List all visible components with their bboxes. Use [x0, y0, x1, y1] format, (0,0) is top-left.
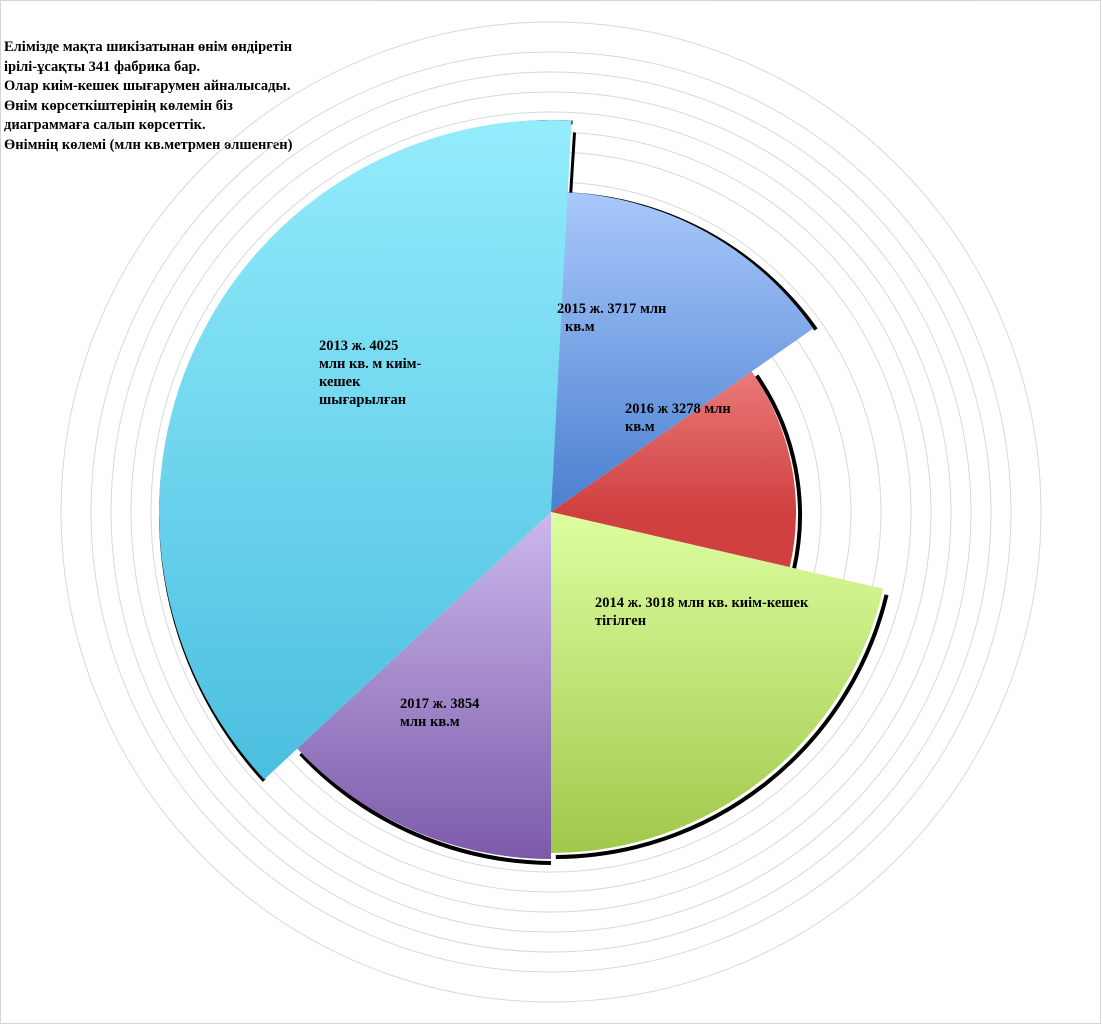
intro-line: Өнім көрсеткіштерінің көлемін біз	[4, 97, 233, 114]
pie-slice-2015	[551, 192, 814, 512]
intro-text: Елімізде мақта шикізатынан өнім өндіреті…	[4, 38, 344, 155]
guide-ring	[110, 71, 992, 953]
top-divider	[712, 0, 972, 1]
slice-label-2014: 2014 ж. 3018 млн кв. киім-кешек тігілген	[595, 595, 809, 629]
slices	[159, 120, 884, 859]
intro-line: ірілі-ұсақты 341 фабрика бар.	[4, 58, 201, 75]
pie-slice-2014	[551, 512, 884, 853]
intro-line: Елімізде мақта шикізатынан өнім өндіреті…	[4, 39, 293, 55]
slice-label-2015: 2015 ж. 3717 млн кв.м	[557, 301, 666, 335]
slice-shadow	[555, 594, 889, 859]
intro-line: Олар киім-кешек шығарумен айналысады.	[4, 78, 291, 94]
guide-ring	[130, 91, 972, 933]
slice-shadow	[299, 752, 551, 865]
guide-ring	[150, 111, 952, 913]
slice-shadow	[755, 374, 802, 570]
slice-label-2016: 2016 ж 3278 млн кв.м	[625, 401, 731, 435]
slice-label-2013: 2013 ж. 4025 млн кв. м киім-кешек шығарылғ…	[319, 338, 422, 408]
pie-slice-2013	[159, 120, 572, 780]
slice-labels: 2015 ж. 3717 млн кв.м 2016 ж 3278 млн кв.м 2…	[319, 301, 809, 730]
intro-line: диаграммаға салып көрсеттік.	[4, 117, 206, 133]
intro-line: Өнімнің көлемі (млн кв.метрмен өлшенген)	[4, 136, 293, 153]
guide-ring	[90, 51, 1012, 973]
pie-slice-2016	[551, 371, 796, 568]
pie-slice-2017	[297, 512, 551, 859]
top-divider	[375, 0, 595, 1]
guide-ring	[60, 21, 1042, 1003]
slice-label-2017: 2017 ж. 3854 млн кв.м	[400, 696, 479, 730]
